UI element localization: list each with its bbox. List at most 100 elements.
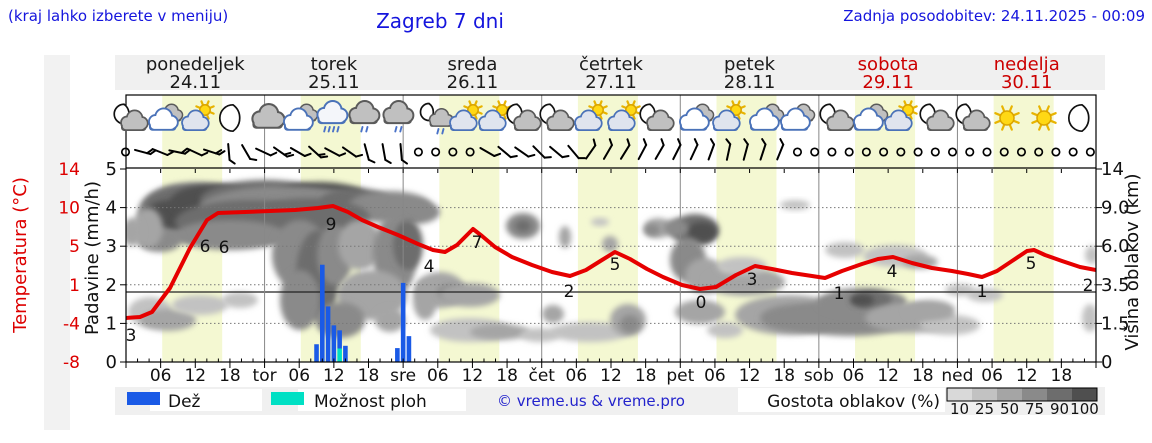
day-date: 26.11 [447,72,499,93]
time-tick-label: 12 [877,366,899,386]
cloud-blob [375,308,405,332]
rain-bar [325,306,331,362]
cloud-height-tick-label: 0 [1101,352,1112,373]
cloud-scale-label: 10 [950,400,969,418]
weather-icon-clouds [780,103,816,131]
weather-icon-clouds [853,103,889,131]
wind-calm-icon [413,147,423,157]
day-date: 24.11 [170,72,222,93]
time-tick-label: 18 [773,366,795,386]
precip-tick-label: 3 [106,236,117,257]
cloud-density-legend-label: Gostota oblakov (%) [767,392,940,412]
time-tick-label: tor [253,366,277,386]
precip-tick-label: 5 [106,159,117,180]
precip-tick-label: 2 [106,275,117,296]
time-tick-label: 18 [912,366,934,386]
temperature-label: 0 [696,293,707,313]
time-tick-label: 12 [600,366,622,386]
wind-calm-icon [965,147,975,157]
precip-tick-label: 0 [106,352,117,373]
cloud-density-legend-chip [738,388,945,412]
wind-calm-icon [930,147,940,157]
time-tick-label: pet [666,366,694,386]
wind-calm-icon [465,147,475,157]
day-name: sreda [447,54,497,75]
day-header-strip [115,55,1105,90]
wind-calm-icon [947,147,958,157]
cloud-blob [850,294,874,306]
time-tick-label: 06 [704,366,726,386]
showers-legend-label: Možnost ploh [314,392,427,412]
cloud-blob [707,322,743,338]
time-tick-label: 12 [739,366,761,386]
weather-icon-suncloud [449,100,483,131]
cloud-height-tick-label: 1.5 [1101,313,1130,334]
weather-icon-drizzle [382,100,415,133]
weather-icon-drizzle [348,100,381,133]
cloud-blob [559,226,571,248]
time-tick-label: 18 [1051,366,1073,386]
time-tick-label: 06 [150,366,172,386]
cloud-blob [440,283,500,307]
time-tick-label: 06 [843,366,865,386]
time-tick-label: 06 [566,366,588,386]
weather-icon-moondrizzle [419,102,454,135]
time-tick-label: 18 [219,366,241,386]
day-name: sobota [858,54,919,75]
cloud-blob [338,220,382,270]
wind-calm-icon [792,147,803,157]
weather-icon-clouds [283,103,319,131]
time-tick-label: 06 [427,366,449,386]
left-axis-strip [44,55,70,430]
cloud-scale-label: 25 [975,400,994,418]
weather-icon-cloud [251,103,286,129]
wind-barb-icon [707,138,716,161]
wind-barb-icon [255,147,278,157]
cloud-blob [515,220,531,232]
time-tick-label: sob [804,366,834,386]
weather-icon-sun [1031,105,1057,131]
temp-tick-label: 10 [58,199,80,219]
wind-barb-icon [514,146,536,158]
cloud-height-tick-label: 14 [1101,159,1124,180]
wind-barb-icon [532,145,552,159]
temperature-label: 1 [977,282,988,302]
cloud-blob [644,224,660,236]
wind-calm-icon [448,147,458,157]
time-tick-label: čet [528,366,555,386]
wind-barb-icon [654,138,665,160]
day-date: 25.11 [308,72,360,93]
wind-barb-icon [619,138,631,160]
wind-barb-icon [399,143,409,165]
wind-calm-icon [1034,147,1044,157]
wind-barb-icon [725,138,732,161]
time-tick-label: ned [941,366,973,386]
wind-barb-icon [363,143,376,164]
rain-bar [400,282,406,362]
temperature-label: 3 [126,326,137,346]
wind-calm-icon [1016,147,1027,157]
wind-calm-icon [431,147,441,157]
gridlines [126,95,1096,362]
wind-calm-icon [861,147,871,157]
wind-barb-icon [602,138,613,160]
wind-barb-icon [759,138,767,161]
copyright-link[interactable]: © vreme.us & vreme.pro [497,392,685,410]
time-tick-label: 12 [462,366,484,386]
wind-calm-icon [982,147,992,157]
cloud-height-tick-label: 3.5 [1101,275,1130,296]
rain-bar [320,264,325,362]
cloud-blob [705,268,785,296]
wind-barb-icon [289,147,312,157]
precip-tick-label: 4 [106,198,117,219]
precip-tick-label: 1 [106,313,117,334]
weather-icon-suncloud [712,100,746,131]
temp-tick-label: 5 [69,237,80,257]
weather-icon-mooncloud [819,103,855,131]
rain-legend-swatch [127,392,160,405]
wind-calm-icon [827,147,837,157]
wind-barb-icon [341,146,364,158]
wind-barb-icon [203,148,226,156]
cloud-blob [780,200,810,210]
